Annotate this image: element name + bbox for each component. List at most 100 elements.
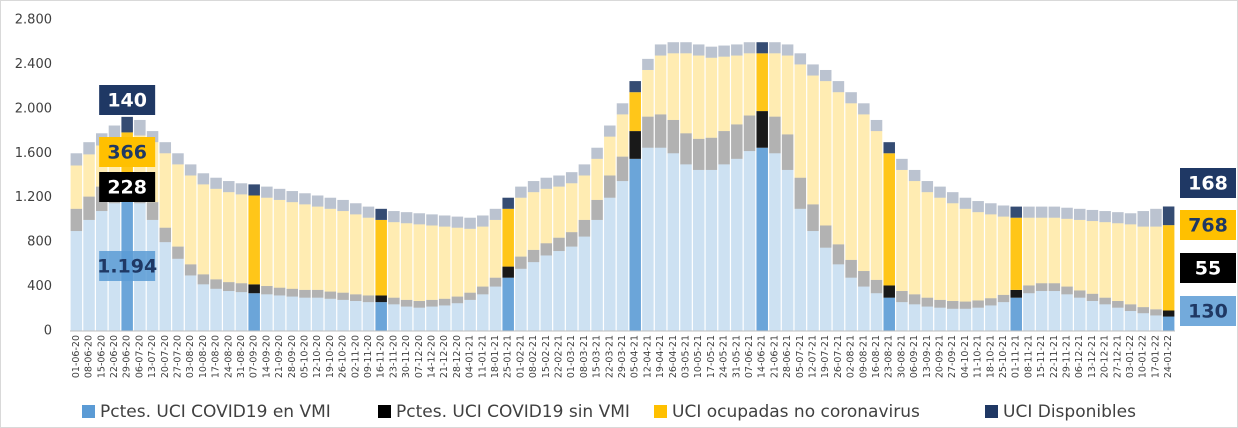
bar-segment — [502, 197, 514, 209]
x-tick-label: 15-03-21 — [592, 335, 603, 378]
bar-segment — [540, 188, 553, 244]
x-tick-label: 15-11-21 — [1036, 335, 1047, 378]
bar-segment — [477, 215, 489, 227]
bar-segment — [210, 279, 222, 289]
data-label: 55 — [1195, 258, 1221, 280]
bar-segment — [794, 64, 807, 178]
bar-segment — [756, 147, 768, 331]
bar-segment — [248, 184, 260, 196]
bar-segment — [807, 64, 819, 76]
bar-segment — [946, 308, 959, 331]
bar-segment — [1150, 208, 1162, 227]
bar-segment — [629, 81, 641, 93]
bar-segment — [388, 297, 400, 305]
x-tick-label: 10-08-20 — [198, 335, 209, 378]
bar-segment — [921, 306, 934, 331]
bar-segment — [972, 201, 984, 213]
bar-segment — [616, 103, 629, 115]
bar-segment — [464, 292, 476, 300]
bar-segment — [1099, 304, 1111, 331]
x-tick-label: 24-01-22 — [1163, 335, 1174, 378]
bar-segment — [883, 153, 895, 286]
bar-segment — [172, 246, 184, 259]
x-tick-label: 24-05-21 — [719, 335, 730, 378]
bar-segment — [375, 295, 387, 303]
bar-segment — [934, 197, 946, 300]
bar-segment — [1035, 206, 1048, 218]
x-tick-label: 13-09-21 — [922, 335, 933, 378]
x-tick-label: 02-08-21 — [846, 335, 857, 378]
bar-segment — [235, 283, 248, 293]
x-tick-label: 05-10-20 — [299, 335, 310, 378]
bar-segment — [1073, 297, 1086, 331]
bar-segment — [1099, 211, 1111, 223]
bar-segment — [146, 202, 159, 220]
bar-segment — [1137, 226, 1149, 308]
bar-segment — [235, 183, 248, 195]
bar-segment — [108, 125, 121, 138]
x-tick-label: 21-12-20 — [439, 335, 450, 378]
bar-segment — [629, 92, 641, 132]
bar-segment — [616, 181, 629, 331]
bar-segment — [540, 255, 553, 331]
bar-segment — [261, 294, 273, 331]
x-tick-label: 14-09-20 — [261, 335, 272, 378]
bar-segment — [870, 131, 883, 280]
x-tick-label: 24-08-20 — [223, 335, 234, 378]
data-label: 366 — [107, 142, 147, 164]
bar-segment — [413, 301, 426, 308]
bar-segment — [223, 181, 235, 193]
bar-segment — [400, 223, 413, 300]
bar-segment — [896, 169, 908, 292]
x-tick-label: 13-12-21 — [1087, 335, 1098, 378]
bar-segment — [350, 301, 362, 331]
bar-segment — [781, 169, 794, 331]
bar-segment — [591, 158, 603, 200]
bar-segment — [413, 224, 426, 302]
bar-segment — [286, 288, 299, 297]
bar-segment — [807, 204, 819, 232]
bar-segment — [540, 177, 553, 189]
bar-segment — [438, 298, 451, 306]
x-tick-label: 04-01-21 — [465, 335, 476, 378]
bar-segment — [515, 197, 527, 257]
bar-segment — [235, 292, 248, 331]
bar-segment — [1112, 212, 1124, 224]
x-tick-label: 16-08-21 — [871, 335, 882, 378]
bar-segment — [223, 291, 235, 331]
data-label-box — [1180, 210, 1236, 240]
bar-segment — [273, 199, 286, 288]
bar-segment — [362, 217, 375, 296]
bar-segment — [464, 228, 476, 293]
bar-segment — [718, 56, 730, 132]
bar-segment — [388, 222, 400, 298]
bar-segment — [845, 259, 857, 278]
bar-segment — [223, 282, 235, 292]
bar-segment — [1150, 309, 1162, 316]
x-tick-label: 05-04-21 — [630, 335, 641, 378]
bar-segment — [299, 289, 311, 298]
data-label-box — [99, 251, 156, 281]
x-tick-label: 28-12-20 — [452, 335, 463, 378]
x-tick-label: 19-04-21 — [655, 335, 666, 378]
bar-segment — [286, 202, 299, 289]
bar-segment — [362, 206, 375, 218]
bar-segment — [819, 247, 832, 331]
bar-segment — [184, 264, 197, 276]
bar-segment — [375, 208, 387, 220]
bar-segment — [769, 42, 781, 54]
bar-segment — [1048, 283, 1061, 292]
bar-segment — [553, 186, 565, 238]
data-label-box — [99, 172, 156, 202]
y-tick-label: 0 — [44, 324, 52, 339]
bar-segment — [197, 184, 210, 275]
bar-segment — [1086, 209, 1099, 222]
bar-segment — [426, 306, 438, 331]
bar-segment — [324, 208, 337, 292]
bar-segment — [502, 277, 514, 331]
data-label-box — [99, 137, 156, 167]
bar-segment — [769, 153, 781, 331]
bar-segment — [692, 55, 705, 139]
bar-segment — [934, 186, 946, 198]
bar-segment — [845, 277, 857, 331]
